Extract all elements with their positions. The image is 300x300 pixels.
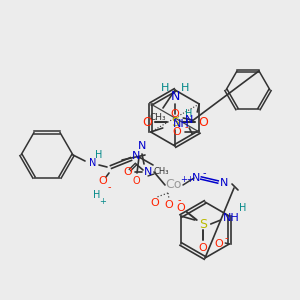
Text: -: - (177, 195, 181, 205)
Text: H: H (181, 83, 189, 93)
Text: CH₃: CH₃ (150, 113, 166, 122)
Text: H: H (185, 109, 192, 119)
Text: O: O (173, 127, 182, 137)
Text: N: N (220, 178, 228, 188)
Text: S: S (171, 116, 179, 128)
Text: H: H (161, 83, 169, 93)
Text: N: N (192, 173, 200, 183)
Text: -: - (202, 168, 206, 178)
Text: O: O (165, 200, 173, 210)
Text: -: - (107, 182, 111, 192)
Text: O: O (124, 167, 132, 177)
Text: +: + (100, 196, 106, 206)
Text: ++: ++ (180, 176, 194, 184)
Text: N: N (132, 151, 140, 161)
Text: N: N (89, 158, 97, 168)
Text: N: N (138, 141, 146, 151)
Text: O: O (215, 239, 224, 249)
Text: N: N (144, 167, 152, 177)
Text: NH: NH (173, 119, 190, 129)
Text: CH₃: CH₃ (153, 167, 169, 176)
Text: Co: Co (165, 178, 181, 191)
Text: O: O (99, 176, 107, 186)
Text: N: N (170, 89, 180, 103)
Text: O: O (142, 116, 152, 128)
Text: -: - (184, 122, 188, 132)
Text: O: O (171, 109, 180, 119)
Text: O: O (132, 176, 140, 186)
Text: O: O (176, 203, 185, 213)
Text: H: H (95, 150, 103, 160)
Text: O: O (151, 198, 159, 208)
Text: O: O (198, 116, 208, 128)
Text: O: O (198, 243, 207, 253)
Text: H: H (239, 203, 246, 213)
Text: NH: NH (222, 213, 239, 223)
Text: -: - (224, 233, 228, 243)
Text: S: S (199, 218, 207, 230)
Text: H: H (93, 190, 101, 200)
Text: N: N (185, 115, 194, 125)
